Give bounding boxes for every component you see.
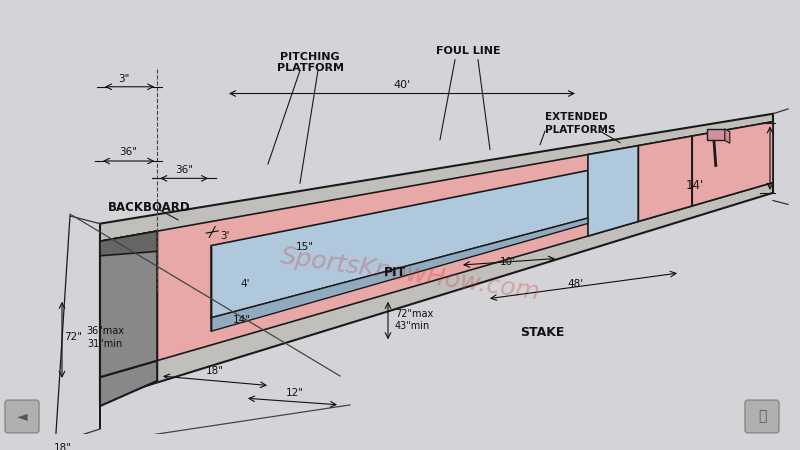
Polygon shape <box>725 129 730 143</box>
Text: 4': 4' <box>240 279 250 289</box>
Text: ⤡: ⤡ <box>758 410 766 423</box>
Text: 36": 36" <box>175 165 193 175</box>
Text: 15": 15" <box>296 242 314 252</box>
Polygon shape <box>706 129 725 140</box>
Text: SportsKnowHow.com: SportsKnowHow.com <box>278 245 542 305</box>
Text: 10': 10' <box>500 257 516 267</box>
Text: EXTENDED
PLATFORMS: EXTENDED PLATFORMS <box>545 112 615 135</box>
Text: 36": 36" <box>120 147 138 158</box>
Text: 48': 48' <box>567 279 583 289</box>
FancyBboxPatch shape <box>5 400 39 433</box>
Text: 18": 18" <box>206 366 224 376</box>
Polygon shape <box>100 114 773 400</box>
Polygon shape <box>211 171 588 318</box>
Text: 40': 40' <box>394 80 410 90</box>
FancyBboxPatch shape <box>745 400 779 433</box>
Text: 18": 18" <box>54 443 72 450</box>
Text: PITCHING
PLATFORM: PITCHING PLATFORM <box>277 52 343 73</box>
Text: 14": 14" <box>233 315 251 325</box>
Text: 14': 14' <box>686 179 704 192</box>
Text: 36"max
31"min: 36"max 31"min <box>86 326 124 349</box>
Text: ◄: ◄ <box>17 410 27 423</box>
Polygon shape <box>638 136 692 221</box>
Polygon shape <box>211 218 588 331</box>
Text: STAKE: STAKE <box>520 326 564 339</box>
Polygon shape <box>100 231 158 377</box>
Text: FOUL LINE: FOUL LINE <box>436 46 500 56</box>
Text: BACKBOARD: BACKBOARD <box>108 201 190 214</box>
Text: 12": 12" <box>286 388 304 398</box>
Polygon shape <box>100 360 158 406</box>
Text: 72"max
43"min: 72"max 43"min <box>395 309 434 331</box>
Text: 72": 72" <box>64 333 82 342</box>
Text: 3': 3' <box>220 231 230 241</box>
Text: PIT: PIT <box>384 266 406 279</box>
Polygon shape <box>588 146 638 236</box>
Polygon shape <box>100 231 158 377</box>
Text: 3": 3" <box>118 74 130 84</box>
Polygon shape <box>692 122 773 206</box>
Polygon shape <box>100 231 158 256</box>
Polygon shape <box>100 122 773 377</box>
